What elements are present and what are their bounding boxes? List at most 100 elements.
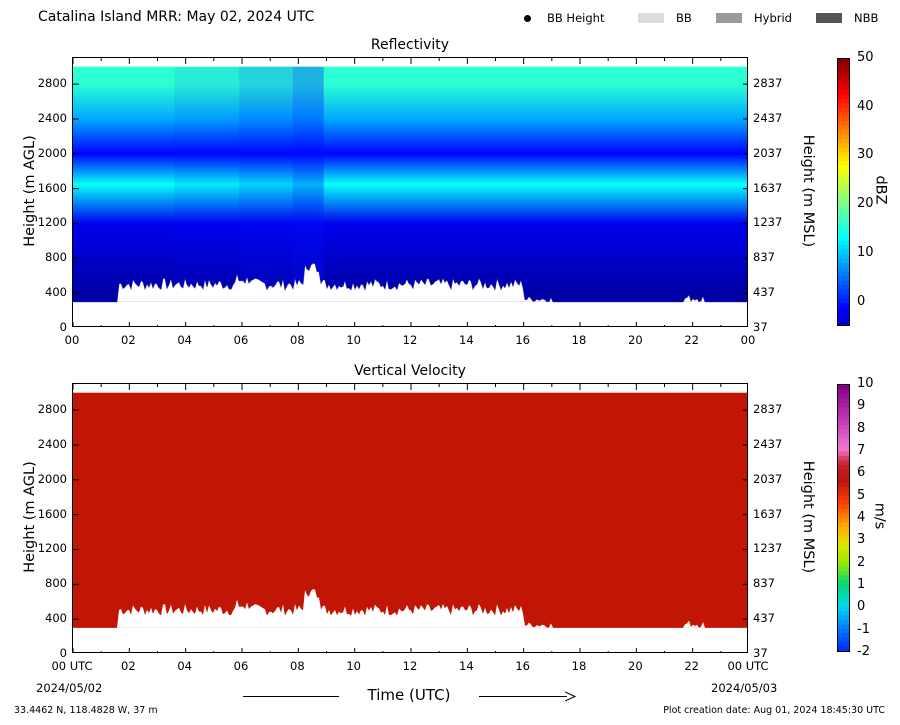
colorbar-tick-label: 9 xyxy=(857,398,866,414)
y-tick-label-right: 2837 xyxy=(753,402,783,417)
y-tick-label: 800 xyxy=(45,250,67,265)
reflectivity-title: Reflectivity xyxy=(370,37,450,53)
colorbar-segment xyxy=(838,486,849,492)
colorbar-segment xyxy=(838,293,849,299)
colorbar-segment xyxy=(838,553,849,559)
colorbar-segment xyxy=(838,411,849,417)
colorbar-segment xyxy=(838,398,849,404)
colorbar-segment xyxy=(838,138,849,144)
x-tick-label: 22 xyxy=(684,659,699,673)
y-tick-label-right: 437 xyxy=(753,611,775,626)
x-tick-label: 02 xyxy=(121,333,136,347)
y-tick-label: 400 xyxy=(45,285,67,300)
x-tick-label: 14 xyxy=(459,659,474,673)
y-tick-label: 1600 xyxy=(37,506,67,521)
colorbar-segment xyxy=(838,522,849,528)
colorbar-segment xyxy=(838,597,849,603)
colorbar-segment xyxy=(838,94,849,100)
colorbar-tick-label: 4 xyxy=(857,510,866,525)
reflectivity-edge xyxy=(73,262,747,303)
colorbar-segment xyxy=(838,267,849,273)
colorbar-segment xyxy=(838,495,849,501)
colorbar-segment xyxy=(838,174,849,180)
colorbar-segment xyxy=(838,442,849,448)
colorbar-segment xyxy=(838,566,849,572)
colorbar-segment xyxy=(838,205,849,211)
date-end: 2024/05/03 xyxy=(711,681,778,695)
colorbar-segment xyxy=(838,231,849,237)
colorbar-segment xyxy=(838,611,849,617)
reflectivity-ylabel-right: Height (m MSL) xyxy=(800,134,816,248)
arrow-right-icon xyxy=(565,691,577,702)
colorbar-segment xyxy=(838,562,849,568)
colorbar-segment xyxy=(838,544,849,550)
colorbar-segment xyxy=(838,147,849,153)
colorbar-segment xyxy=(838,169,849,175)
y-tick-label-right: 2437 xyxy=(753,436,783,451)
y-tick-label: 0 xyxy=(59,646,67,660)
legend-label: BB Height xyxy=(547,11,605,25)
legend-label: BB xyxy=(676,11,692,25)
reflectivity-layer-fill xyxy=(73,66,747,302)
reflectivity-ylabel-left: Height (m AGL) xyxy=(22,135,38,247)
colorbar-segment xyxy=(838,227,849,233)
y-tick-label: 1200 xyxy=(37,541,67,556)
y-tick-label-right: 837 xyxy=(753,576,775,591)
y-tick-label: 2800 xyxy=(37,402,67,417)
colorbar-segment xyxy=(838,112,849,118)
velocity-plot xyxy=(72,383,748,653)
colorbar-segment xyxy=(838,245,849,251)
legend-swatch xyxy=(816,13,842,23)
legend-swatch xyxy=(638,13,664,23)
reflectivity-streak xyxy=(292,66,324,302)
legend-hybrid: Hybrid xyxy=(716,11,792,25)
xlabel-right-line xyxy=(479,696,567,697)
colorbar-segment xyxy=(838,129,849,135)
colorbar-segment xyxy=(838,183,849,189)
colorbar-segment xyxy=(838,633,849,639)
colorbar-segment xyxy=(838,156,849,162)
plot-creation-date: Plot creation date: Aug 01, 2024 18:45:3… xyxy=(663,705,885,716)
colorbar-segment xyxy=(838,200,849,206)
colorbar-segment xyxy=(838,588,849,594)
missing-data-gap xyxy=(73,589,747,628)
y-tick-label-right: 37 xyxy=(753,320,768,334)
colorbar-segment xyxy=(838,165,849,171)
x-tick-label: 08 xyxy=(290,659,305,673)
colorbar-segment xyxy=(838,615,849,621)
velocity-ylabel-left: Height (m AGL) xyxy=(22,461,38,573)
x-tick-label: 00 UTC xyxy=(51,659,93,673)
colorbar-segment xyxy=(838,121,849,127)
y-tick-label-right: 1237 xyxy=(753,215,783,230)
colorbar-segment xyxy=(838,580,849,586)
y-tick-label-right: 437 xyxy=(753,285,775,300)
x-tick-label: 14 xyxy=(459,333,474,347)
colorbar-segment xyxy=(838,433,849,439)
colorbar-segment xyxy=(838,513,849,519)
xlabel-left-line xyxy=(243,696,339,697)
colorbar-tick-label: 3 xyxy=(857,532,866,548)
x-tick-label: 16 xyxy=(515,659,530,673)
colorbar-gradient xyxy=(838,385,849,652)
colorbar-segment xyxy=(838,464,849,470)
colorbar-segment xyxy=(838,107,849,113)
colorbar-segment xyxy=(838,240,849,246)
legend-nbb: NBB xyxy=(816,11,878,25)
y-tick-label: 2800 xyxy=(37,76,67,91)
colorbar-segment xyxy=(838,557,849,563)
y-tick-label: 2000 xyxy=(37,145,67,160)
y-tick-label-right: 2437 xyxy=(753,110,783,125)
colorbar-segment xyxy=(838,385,849,391)
velocity-title: Vertical Velocity xyxy=(354,363,466,379)
colorbar-segment xyxy=(838,642,849,648)
velocity-colorbar-label: m/s xyxy=(871,502,888,530)
colorbar-segment xyxy=(838,311,849,317)
colorbar-segment xyxy=(838,504,849,510)
colorbar-segment xyxy=(838,289,849,295)
colorbar-segment xyxy=(838,81,849,87)
colorbar-tick-label: 8 xyxy=(857,420,866,436)
x-tick-label: 02 xyxy=(121,659,136,673)
legend-bb-height: BB Height xyxy=(524,11,604,25)
station-location: 33.4462 N, 118.4828 W, 37 m xyxy=(14,705,158,716)
legend-bb: BB xyxy=(638,11,692,25)
